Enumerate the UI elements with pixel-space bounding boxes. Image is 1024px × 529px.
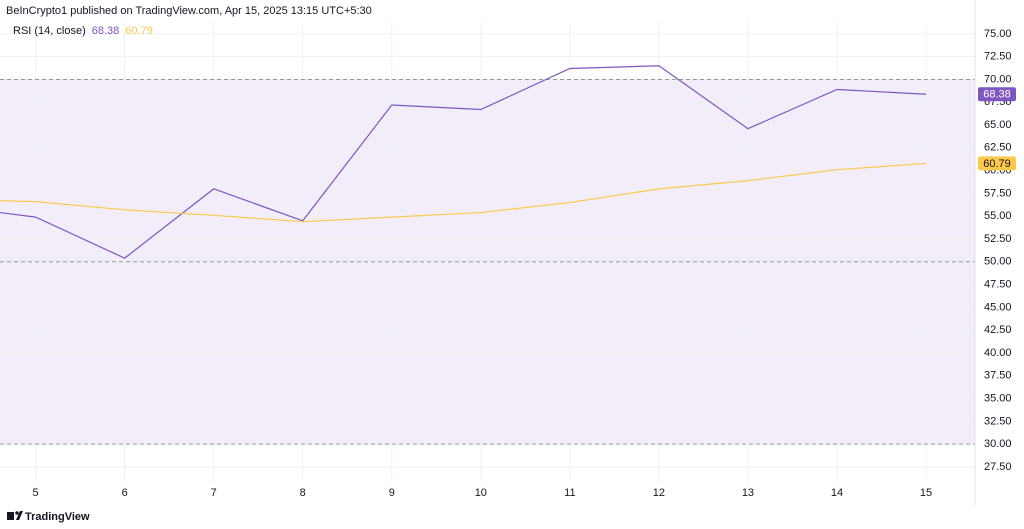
y-tick-label: 32.50 (984, 415, 1012, 427)
x-tick-label: 15 (920, 487, 932, 499)
x-tick-label: 6 (122, 487, 128, 499)
source-label: TradingView (25, 511, 90, 523)
tradingview-logo (7, 511, 23, 520)
x-tick-label: 8 (300, 487, 306, 499)
y-tick-label: 30.00 (984, 438, 1012, 450)
x-tick-label: 12 (653, 487, 665, 499)
y-tick-label: 57.50 (984, 187, 1012, 199)
y-tick-label: 42.50 (984, 324, 1012, 336)
y-tick-label: 65.00 (984, 119, 1012, 131)
chart-title: BeInCrypto1 published on TradingView.com… (6, 5, 372, 17)
y-tick-label: 62.50 (984, 142, 1012, 154)
legend-value: 60.79 (125, 25, 153, 37)
last-value-label: 60.79 (983, 158, 1011, 170)
x-tick-label: 11 (564, 487, 575, 499)
y-tick-label: 45.00 (984, 301, 1012, 313)
y-tick-label: 55.00 (984, 210, 1012, 222)
y-tick-label: 50.00 (984, 256, 1012, 268)
x-tick-label: 14 (831, 487, 843, 499)
x-tick-label: 9 (389, 487, 395, 499)
x-tick-label: 10 (475, 487, 487, 499)
y-tick-label: 27.50 (984, 461, 1012, 473)
y-tick-label: 52.50 (984, 233, 1012, 245)
y-tick-label: 47.50 (984, 279, 1012, 291)
series-line (0, 65, 927, 259)
x-tick-label: 7 (211, 487, 217, 499)
last-value-badge (978, 156, 1016, 171)
y-tick-label: 37.50 (984, 370, 1012, 382)
y-tick-label: 70.00 (984, 73, 1012, 85)
last-value-label: 68.38 (983, 89, 1011, 101)
plot (0, 22, 975, 482)
y-tick-label: 40.00 (984, 347, 1012, 359)
y-tick-label: 35.00 (984, 392, 1012, 404)
legend-indicator: RSI (14, close) (13, 25, 86, 37)
x-tick-label: 5 (33, 487, 39, 499)
legend-value: 68.38 (92, 25, 120, 37)
legend: RSI (14, close) 68.38 60.79 (13, 25, 153, 37)
y-tick-label: 75.00 (984, 28, 1012, 40)
y-tick-label: 72.50 (984, 51, 1012, 63)
last-value-badge (978, 87, 1016, 102)
series-line (0, 162, 927, 223)
x-tick-label: 13 (742, 487, 754, 499)
